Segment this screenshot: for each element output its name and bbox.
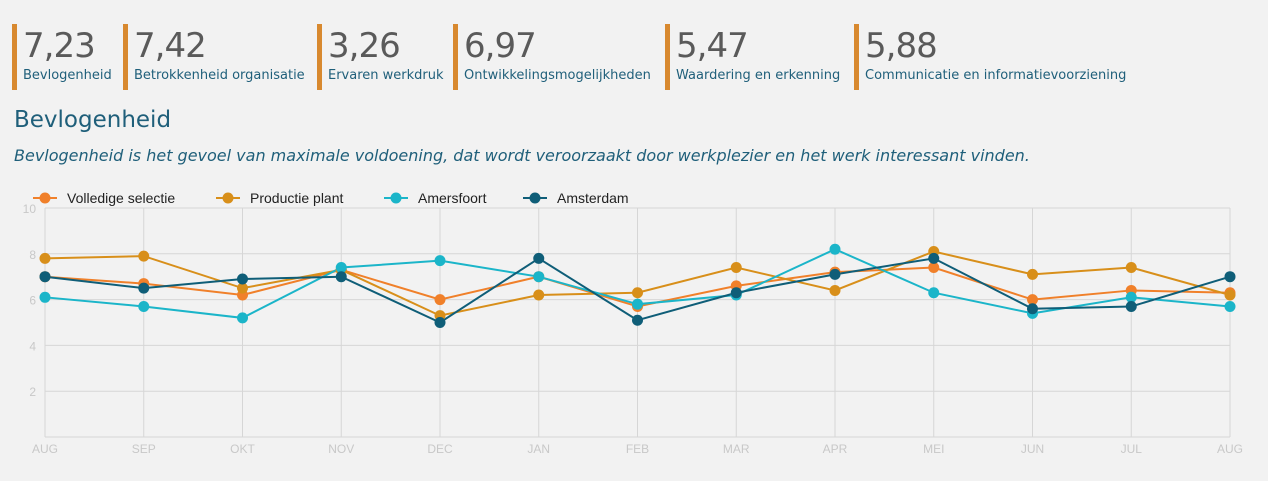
kpi-bevlogenheid[interactable]: 7,23 Bevlogenheid	[12, 24, 112, 90]
data-point[interactable]	[632, 298, 643, 310]
data-point[interactable]	[237, 282, 248, 294]
data-point[interactable]	[829, 284, 841, 296]
data-point[interactable]	[39, 271, 51, 283]
section-title: Bevlogenheid	[14, 107, 172, 133]
data-point[interactable]	[1125, 291, 1137, 303]
legend-swatch-marker[interactable]	[529, 192, 541, 204]
legend-label[interactable]: Amersfoort	[418, 190, 487, 206]
data-point[interactable]	[1125, 300, 1137, 312]
data-point[interactable]	[434, 294, 446, 306]
kpi-value: 3,26	[328, 26, 401, 66]
data-point[interactable]	[39, 252, 51, 264]
data-point[interactable]	[928, 262, 940, 274]
x-tick-label: AUG	[1217, 442, 1243, 456]
x-tick-label: JAN	[527, 442, 550, 456]
legend-label[interactable]: Volledige selectie	[67, 190, 175, 206]
y-tick-label: 4	[29, 339, 36, 353]
kpi-value: 7,23	[23, 26, 96, 66]
y-tick-label: 8	[29, 248, 36, 262]
kpi-value: 6,97	[464, 26, 537, 66]
data-point[interactable]	[1027, 268, 1038, 280]
kpi-ontwikkelingsmogelijkheden[interactable]: 6,97 Ontwikkelingsmogelijkheden	[453, 24, 651, 90]
data-point[interactable]	[138, 300, 150, 312]
data-point[interactable]	[335, 262, 347, 274]
data-point[interactable]	[237, 312, 248, 324]
x-tick-label: DEC	[427, 442, 453, 456]
legend-swatch-marker[interactable]	[390, 192, 402, 204]
x-tick-label: AUG	[32, 442, 58, 456]
kpi-label: Ervaren werkdruk	[328, 68, 444, 83]
x-tick-label: FEB	[626, 442, 649, 456]
legend-label[interactable]: Productie plant	[250, 190, 344, 206]
kpi-label: Ontwikkelingsmogelijkheden	[464, 68, 651, 83]
data-point[interactable]	[632, 314, 643, 326]
kpi-label: Communicatie en informatievoorziening	[865, 68, 1127, 83]
x-tick-label: MAR	[723, 442, 750, 456]
data-point[interactable]	[1027, 303, 1038, 315]
data-point[interactable]	[533, 289, 545, 301]
kpi-label: Bevlogenheid	[23, 68, 112, 83]
data-point[interactable]	[138, 282, 150, 294]
line-chart: 2 4 6 8 10 AUG SEP OKT NOV DEC JAN FEB MAR APR MEI JUN J…	[23, 190, 1243, 456]
y-tick-label: 6	[29, 294, 36, 308]
data-point[interactable]	[1125, 262, 1137, 274]
kpi-value: 5,47	[676, 26, 749, 66]
data-point[interactable]	[928, 287, 940, 299]
data-point[interactable]	[1027, 294, 1038, 306]
data-point[interactable]	[632, 287, 643, 299]
data-point[interactable]	[533, 271, 545, 283]
x-tick-label: JUN	[1021, 442, 1044, 456]
kpi-value: 7,42	[134, 26, 207, 66]
data-point[interactable]	[138, 250, 150, 262]
data-point[interactable]	[335, 271, 347, 283]
x-tick-label: MEI	[923, 442, 944, 456]
kpi-value: 5,88	[865, 26, 938, 66]
data-point[interactable]	[928, 252, 940, 264]
x-tick-label: NOV	[328, 442, 354, 456]
y-tick-label: 10	[23, 202, 37, 216]
kpi-waardering-en-erkenning[interactable]: 5,47 Waardering en erkenning	[665, 24, 840, 90]
data-point[interactable]	[1224, 289, 1236, 301]
data-point[interactable]	[434, 317, 446, 328]
kpi-label: Betrokkenheid organisatie	[134, 68, 305, 83]
section-subtitle: Bevlogenheid is het gevoel van maximale …	[14, 146, 1030, 165]
kpi-communicatie-en-informatievoorziening[interactable]: 5,88 Communicatie en informatievoorzieni…	[854, 24, 1126, 90]
data-point[interactable]	[829, 268, 841, 280]
kpi-betrokkenheid-organisatie[interactable]: 7,42 Betrokkenheid organisatie	[123, 24, 305, 90]
data-point[interactable]	[829, 243, 841, 255]
x-tick-label: OKT	[230, 442, 255, 456]
data-point[interactable]	[533, 252, 545, 264]
legend-label[interactable]: Amsterdam	[557, 190, 629, 206]
data-point[interactable]	[730, 262, 742, 274]
kpi-ervaren-werkdruk[interactable]: 3,26 Ervaren werkdruk	[317, 24, 444, 90]
x-tick-label: APR	[823, 442, 848, 456]
data-point[interactable]	[1224, 300, 1236, 312]
y-tick-label: 2	[29, 385, 36, 399]
data-point[interactable]	[730, 287, 742, 299]
x-tick-label: SEP	[132, 442, 156, 456]
data-point[interactable]	[1224, 271, 1236, 283]
x-tick-label: JUL	[1121, 442, 1143, 456]
kpi-label: Waardering en erkenning	[676, 68, 841, 83]
data-point[interactable]	[237, 273, 248, 285]
data-point[interactable]	[434, 255, 446, 267]
data-point[interactable]	[39, 291, 51, 303]
legend-swatch-marker[interactable]	[39, 192, 51, 204]
legend-swatch-marker[interactable]	[222, 192, 234, 204]
